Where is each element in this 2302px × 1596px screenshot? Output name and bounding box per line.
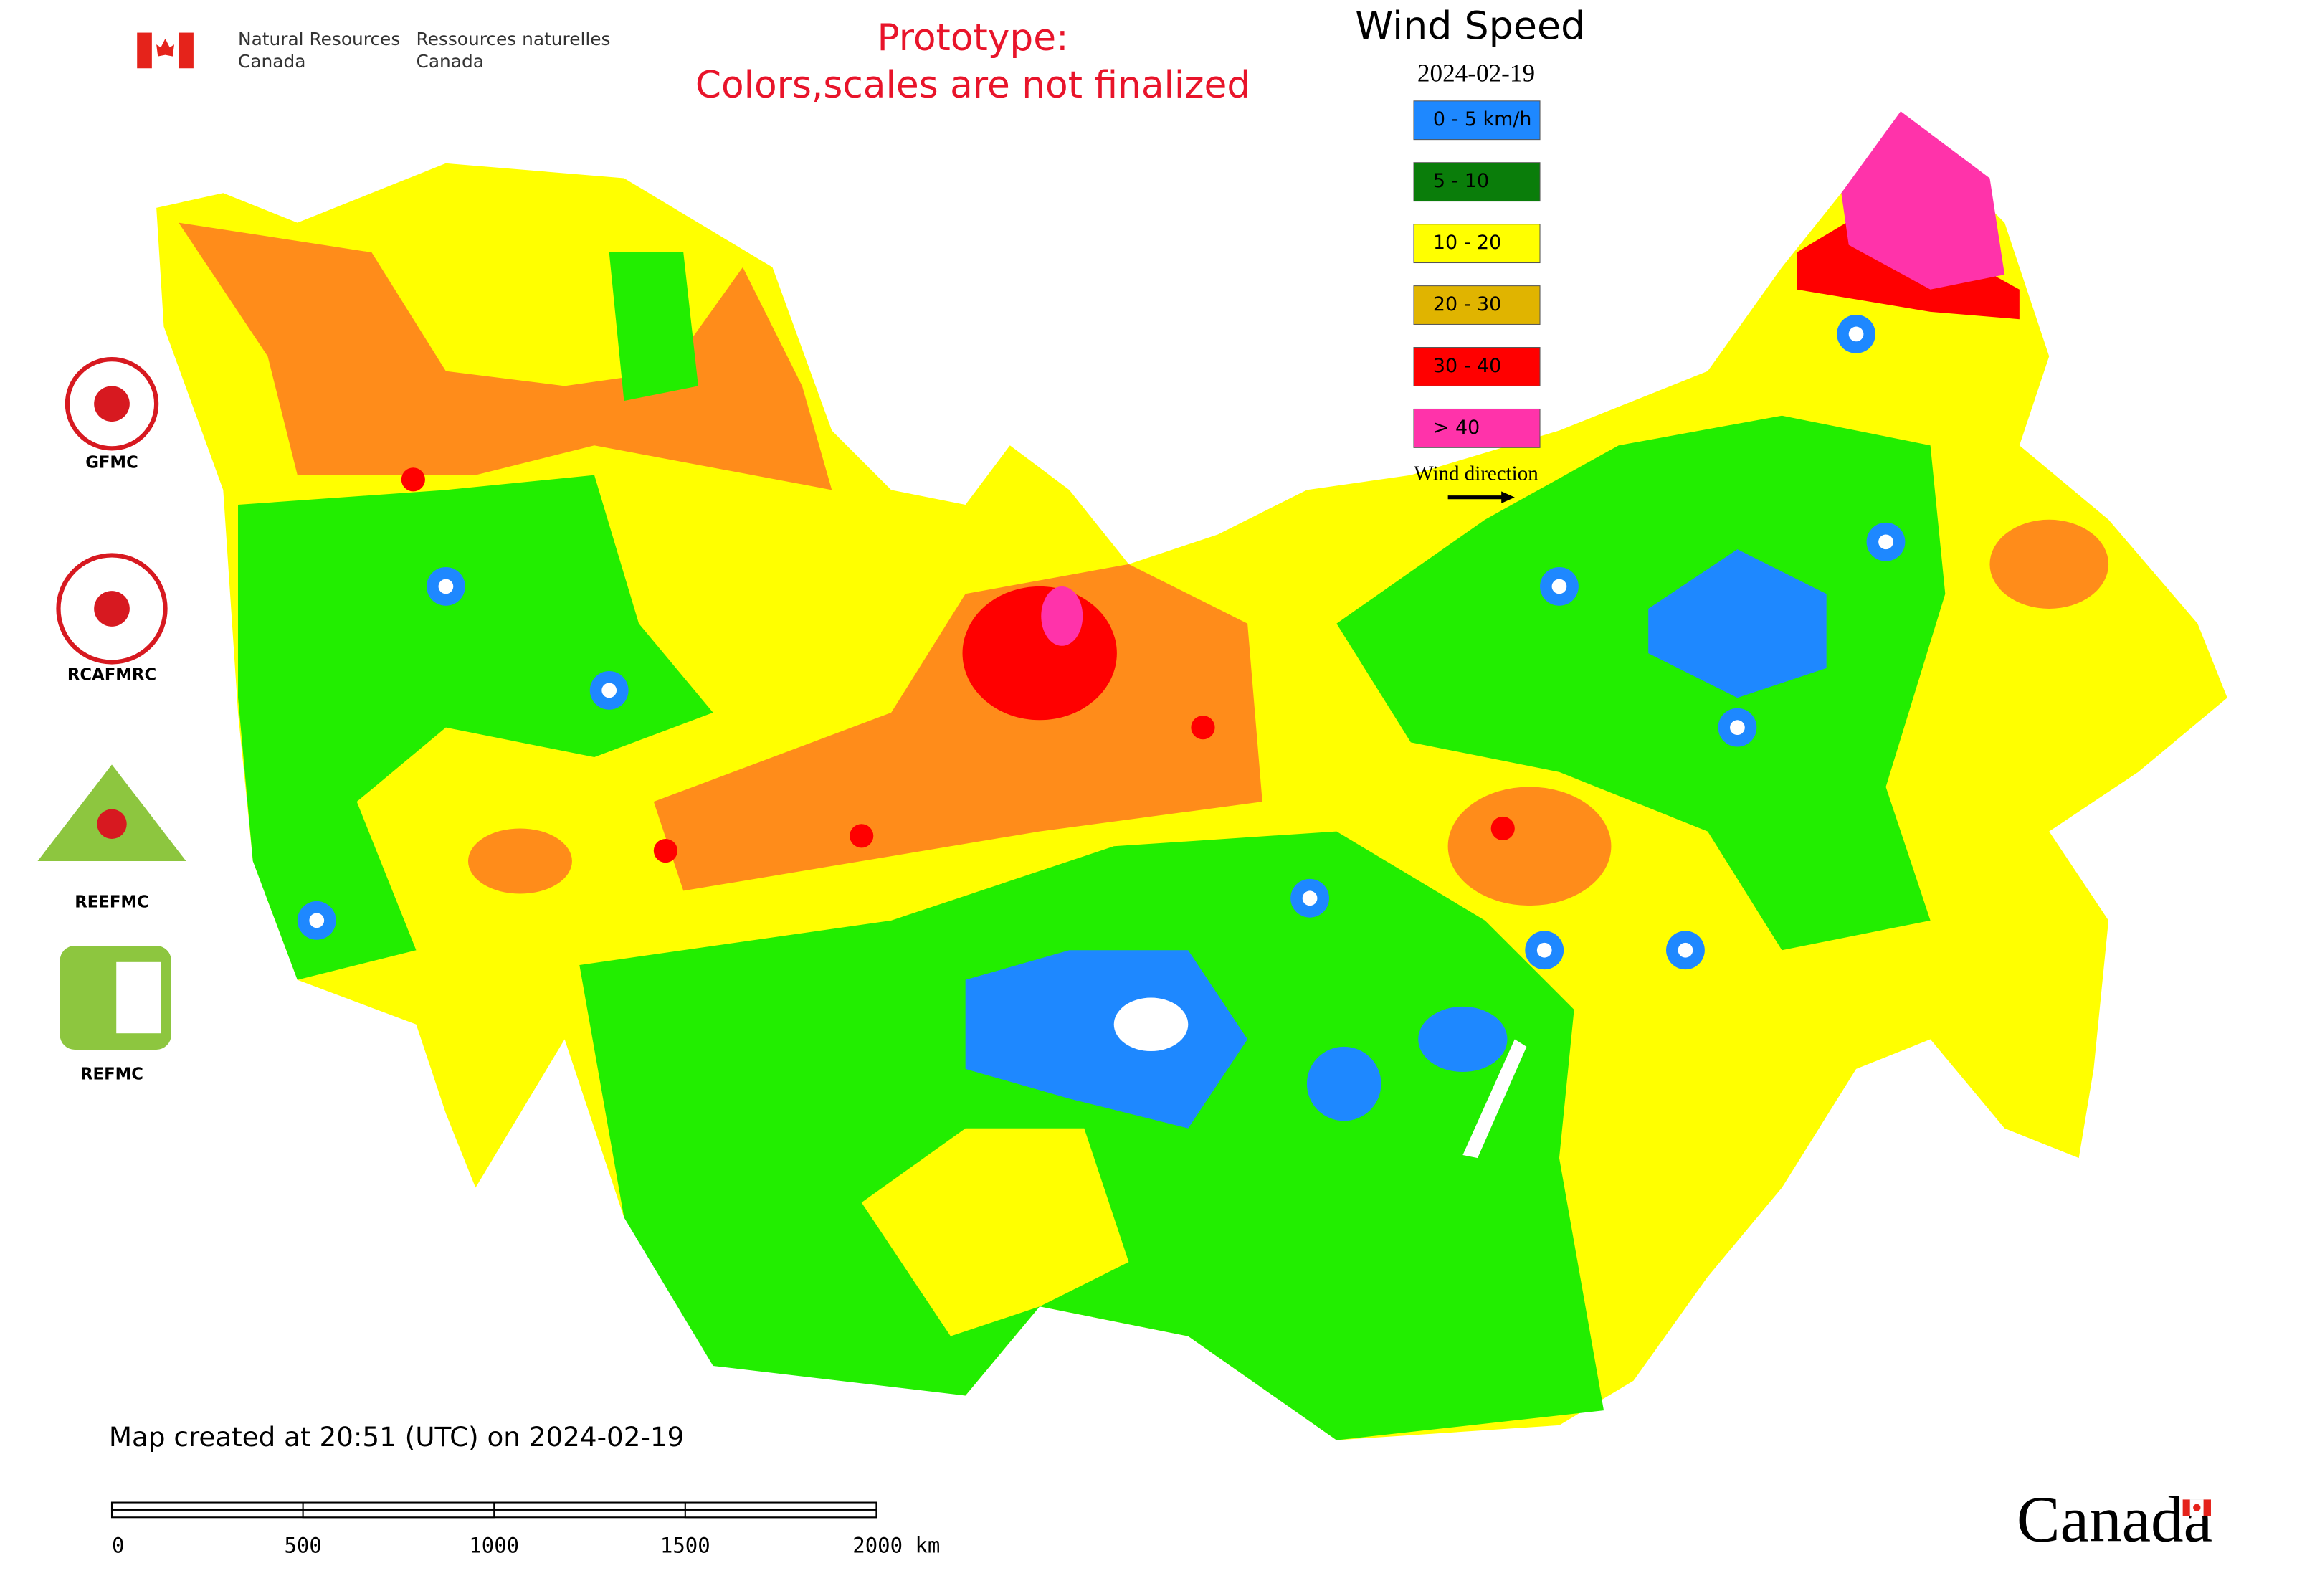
logo-mark (97, 809, 127, 839)
logo-label: REEFMC (75, 893, 149, 911)
scale-label: 1000 (469, 1534, 519, 1558)
zone-yellow (861, 1128, 1129, 1336)
logos: GFMC RCAFMRC REEFMC REFMC (37, 357, 186, 1084)
scale-segment (493, 1501, 686, 1511)
legend-swatch (1413, 347, 1541, 386)
org-en: Canada (238, 51, 305, 72)
org-fr: Ressources naturelles (417, 29, 611, 49)
zone-red (850, 824, 874, 848)
legend-label: 20 - 30 (1433, 293, 1501, 315)
zone-blue (1418, 1006, 1508, 1073)
logo-mark (94, 591, 130, 627)
legend-title: Wind Speed (1355, 3, 1585, 48)
spot (438, 579, 454, 594)
zone-red (1490, 816, 1515, 841)
lake (1462, 1039, 1527, 1159)
legend-label: 10 - 20 (1433, 232, 1501, 254)
zone-green (238, 475, 713, 980)
legend-label: 5 - 10 (1433, 170, 1489, 192)
wind-arrow (1447, 491, 1515, 503)
spot (1730, 720, 1745, 735)
logo-label: RCAFMRC (67, 666, 156, 685)
legend-swatch (1413, 224, 1541, 264)
spot (1878, 534, 1893, 550)
zone-blue (965, 950, 1248, 1129)
footer: Map created at 20:51 (UTC) on 2024-02-19 (109, 1421, 684, 1453)
spot (1551, 579, 1567, 594)
legend-label: 30 - 40 (1433, 355, 1501, 377)
legend: 0 - 5 km/h 5 - 10 10 - 20 20 - 30 30 - 40 > 4… (1413, 100, 1541, 448)
zone-red (401, 467, 425, 492)
zone-red (653, 838, 677, 863)
scale-segment (302, 1509, 495, 1519)
zone-orange (467, 828, 572, 894)
legend-label: 0 - 5 km/h (1433, 108, 1532, 130)
spot (1536, 942, 1552, 958)
legend-date: 2024-02-19 (1417, 60, 1535, 87)
wind-direction-label: Wind direction (1414, 462, 1538, 485)
spot (1678, 942, 1693, 958)
spot (1302, 890, 1318, 906)
legend-swatch (1413, 162, 1541, 202)
wordmark-flag (2182, 1499, 2211, 1516)
zone-magenta (1041, 586, 1083, 646)
zone-orange (179, 222, 832, 490)
zone-blue (1306, 1046, 1381, 1121)
logo-mark (116, 961, 161, 1034)
lake (1113, 997, 1189, 1052)
scale-segment (110, 1501, 304, 1511)
notice: Colors,scales are not finalized (695, 64, 1250, 107)
zone-blue (1648, 549, 1827, 698)
scale-label: 1500 (660, 1534, 710, 1558)
zone-magenta (1841, 111, 2005, 290)
notice: Prototype: (877, 16, 1068, 60)
scale-segment (684, 1509, 877, 1519)
zone-orange (1447, 787, 1612, 906)
map (156, 111, 2227, 1440)
scale-label: 2000 km (852, 1534, 940, 1558)
logo-label: REFMC (80, 1065, 143, 1084)
legend-swatch (1413, 408, 1541, 448)
legend-swatch (1413, 285, 1541, 325)
zone-red (962, 586, 1117, 721)
zone-green (579, 831, 1604, 1440)
legend-swatch (1413, 100, 1541, 141)
legend-label: > 40 (1433, 417, 1480, 439)
canada-flag (137, 32, 194, 69)
spot (309, 913, 325, 928)
zone-orange (1989, 519, 2109, 609)
wordmark: Canada (2017, 1483, 2212, 1556)
zone-green (609, 252, 698, 402)
scale-bar: 0 500 1000 1500 2000 km (110, 1501, 940, 1558)
org-fr: Canada (417, 51, 484, 72)
org-en: Natural Resources (238, 29, 400, 49)
scale-label: 500 (284, 1534, 321, 1558)
logo-mark (94, 386, 130, 422)
zone-green (1336, 415, 1946, 951)
logo-label: GFMC (85, 454, 138, 472)
scale-label: 0 (112, 1534, 124, 1558)
zone-red (1191, 716, 1215, 740)
spot (601, 683, 617, 698)
spot (1848, 326, 1864, 342)
